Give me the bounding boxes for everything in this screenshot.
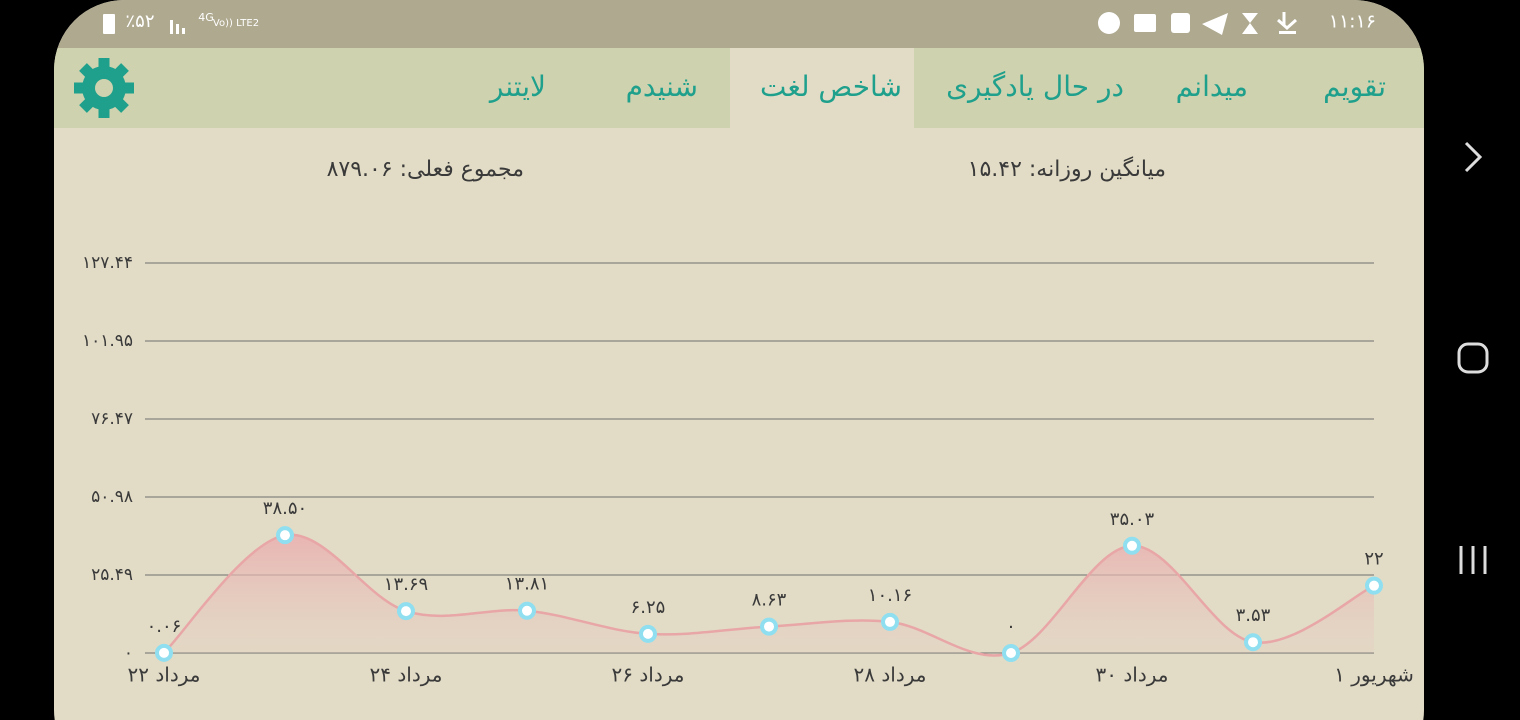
point bbox=[881, 612, 899, 631]
point bbox=[397, 602, 415, 621]
point bbox=[1365, 576, 1383, 595]
point bbox=[1244, 633, 1262, 652]
x-tick-label: ۲۸ مرداد bbox=[854, 663, 927, 687]
point bbox=[1002, 644, 1020, 662]
status-icons bbox=[103, 12, 1297, 35]
y-tick-label: ۲۵.۴۹ bbox=[91, 565, 133, 585]
value-label: ۳۵.۰۳ bbox=[1110, 509, 1155, 530]
point bbox=[518, 601, 536, 620]
y-tick-label: ۰ bbox=[124, 643, 133, 663]
value-label: ۸.۶۳ bbox=[752, 590, 787, 611]
volte: Vo)) LTE2 bbox=[213, 18, 259, 29]
battery-level: ٪۵۲ bbox=[125, 11, 154, 32]
icon bbox=[1277, 12, 1297, 31]
nav-home[interactable] bbox=[1457, 342, 1489, 374]
value-label: ۶.۲۵ bbox=[631, 597, 666, 618]
y-tick-label: ۱۰۱.۹۵ bbox=[82, 331, 133, 351]
y-tick-label: ۵۰.۹۸ bbox=[91, 487, 133, 507]
network-type: 4G bbox=[198, 11, 214, 24]
active-tab-bg bbox=[730, 48, 914, 128]
y-tick-label: ۱۲۷.۴۴ bbox=[82, 253, 133, 273]
chart: ۰ ۲۵.۴۹ ۵۰.۹۸ ۷۶.۴۷ ۱۰۱.۹۵ ۱۲۷.۴۴ ۰.۰۶ ۳۸.۵۰ ۱۳.… bbox=[82, 253, 1414, 687]
tab[interactable]: شنیدم bbox=[626, 70, 698, 103]
point bbox=[639, 624, 657, 643]
signal bbox=[170, 20, 173, 34]
x-tick-label: ۲۶ مرداد bbox=[612, 663, 685, 687]
x-tick-label: ۱ شهریور bbox=[1334, 663, 1414, 687]
icon bbox=[1242, 13, 1258, 34]
icon bbox=[1279, 31, 1296, 34]
clock: ۱۱:۱۶ bbox=[1329, 11, 1376, 33]
status-bar bbox=[54, 0, 1424, 48]
nav-recents[interactable] bbox=[1459, 546, 1487, 574]
value-label: ۰.۰۶ bbox=[147, 616, 182, 637]
y-tick-label: ۷۶.۴۷ bbox=[91, 409, 133, 429]
tab[interactable]: میدانم bbox=[1176, 70, 1248, 103]
x-tick-label: ۲۴ مرداد bbox=[370, 663, 443, 687]
signal bbox=[176, 24, 179, 34]
value-label: ۳.۵۳ bbox=[1236, 605, 1271, 626]
icon bbox=[1202, 13, 1228, 35]
value-label: ۳۸.۵۰ bbox=[263, 498, 307, 519]
point bbox=[276, 526, 294, 545]
x-tick-label: ۲۲ مرداد bbox=[128, 663, 201, 687]
current-total: مجموع فعلی: ۸۷۹.۰۶ bbox=[327, 157, 524, 182]
icon bbox=[1134, 14, 1156, 32]
nav-bar bbox=[1457, 141, 1489, 574]
value-label: ۰ bbox=[1006, 616, 1016, 637]
value-label: ۱۳.۶۹ bbox=[384, 574, 428, 595]
icon bbox=[1098, 12, 1120, 34]
daily-average: میانگین روزانه: ۱۵.۴۲ bbox=[968, 156, 1166, 182]
tab-active[interactable]: شاخص لغت bbox=[760, 70, 902, 103]
icon bbox=[1171, 13, 1190, 33]
tab[interactable]: تقویم bbox=[1323, 70, 1386, 103]
value-label: ۱۰.۱۶ bbox=[868, 585, 912, 606]
signal bbox=[182, 28, 185, 34]
point bbox=[155, 643, 173, 662]
value-label: ۲۲ bbox=[1364, 549, 1383, 570]
value-label: ۱۳.۸۱ bbox=[505, 574, 549, 595]
point bbox=[1123, 536, 1141, 555]
battery-icon bbox=[103, 14, 115, 34]
nav-forward[interactable] bbox=[1464, 141, 1483, 173]
x-tick-label: ۳۰ مرداد bbox=[1096, 663, 1169, 687]
settings-button[interactable] bbox=[74, 58, 134, 118]
area bbox=[164, 534, 1374, 656]
tab[interactable]: در حال یادگیری bbox=[946, 70, 1124, 103]
point bbox=[760, 617, 778, 636]
tab[interactable]: لایتنر bbox=[488, 70, 546, 103]
